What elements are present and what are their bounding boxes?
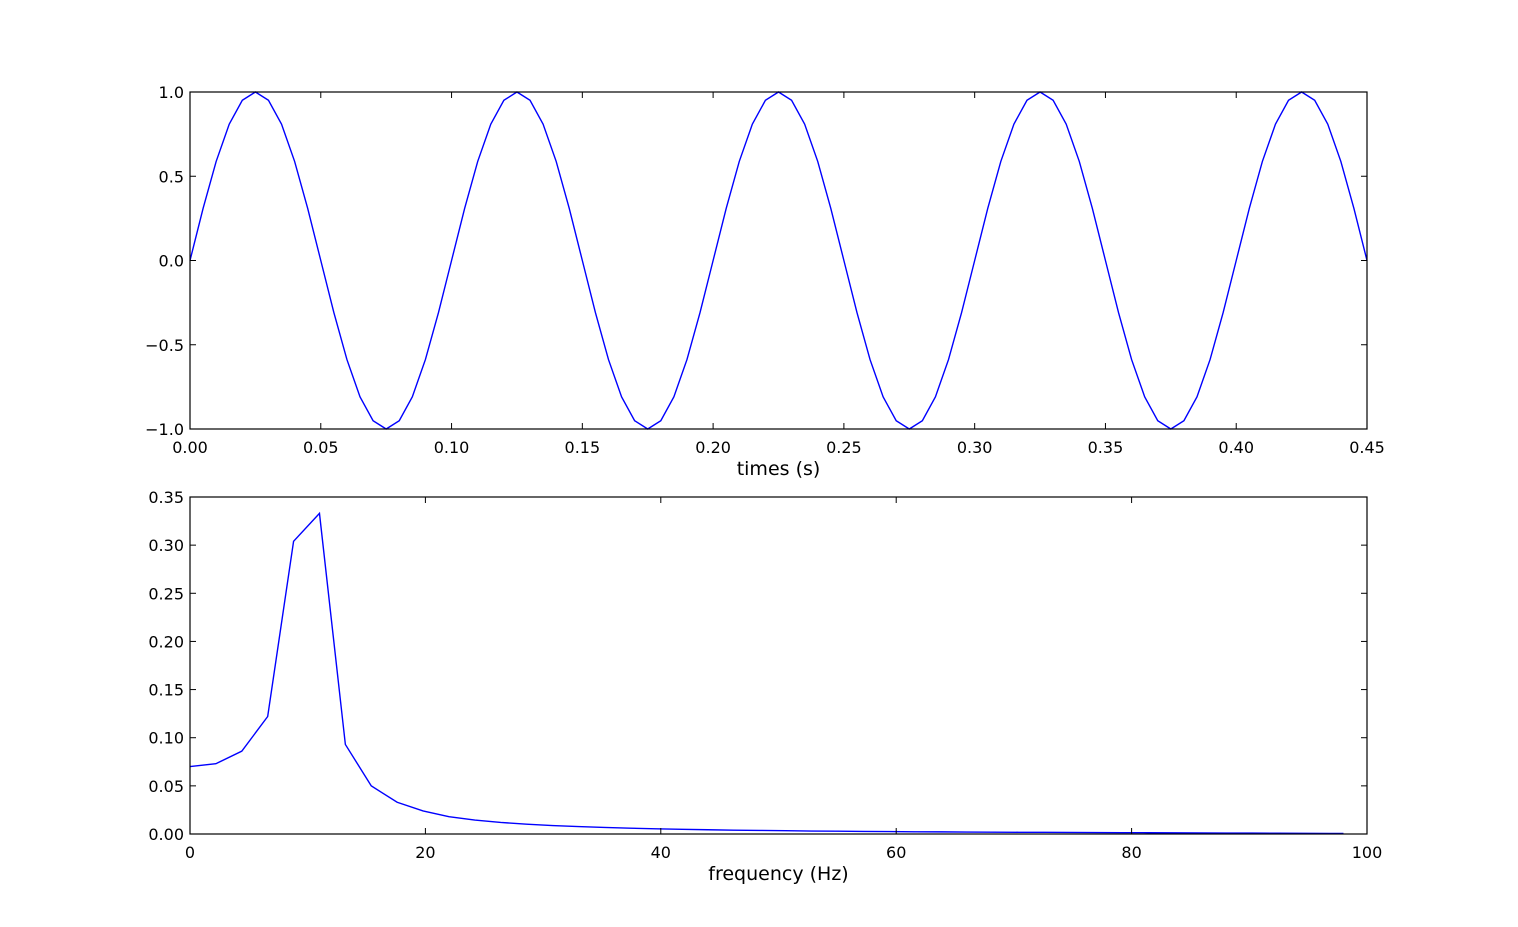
x-tick-label: 0.35 xyxy=(1088,438,1124,457)
y-tick-label: 1.0 xyxy=(159,83,184,102)
axes-frame xyxy=(189,91,1368,430)
x-tick-label: 80 xyxy=(1121,843,1141,862)
y-tick-label: −0.5 xyxy=(145,336,184,355)
y-tick-label: −1.0 xyxy=(145,420,184,439)
x-axis-label: frequency (Hz) xyxy=(708,863,848,885)
x-tick-label: 0.20 xyxy=(695,438,731,457)
x-tick-label: 60 xyxy=(886,843,906,862)
x-tick-label: 0.45 xyxy=(1349,438,1385,457)
y-tick-label: 0.35 xyxy=(148,488,184,507)
x-tick-label: 0.30 xyxy=(957,438,993,457)
time-domain-plot: 0.00 0.05 0.10 0.15 0.20 0.25 0.30 0.35 0.40 0.45… xyxy=(145,83,1385,480)
y-tick-label: 0.15 xyxy=(148,681,184,700)
y-tick-label: 0.0 xyxy=(159,252,184,271)
x-tick-label: 0.15 xyxy=(565,438,601,457)
x-axis-label: times (s) xyxy=(737,458,821,480)
y-tick-label: 0.25 xyxy=(148,584,184,603)
y-tick-label: 0.05 xyxy=(148,777,184,796)
x-tick-label: 0 xyxy=(185,843,195,862)
y-tick-label: 0.5 xyxy=(159,167,184,186)
y-tick-label: 0.10 xyxy=(148,729,184,748)
series-line-0 xyxy=(189,511,1344,835)
frequency-spectrum-plot: 0 20 40 60 80 100 0.35 0.30 0.25 0.20 0.15 0.10 0.05… xyxy=(148,488,1382,885)
x-tick-label: 0.00 xyxy=(172,438,208,457)
x-tick-label: 0.10 xyxy=(434,438,470,457)
x-tick-label: 0.40 xyxy=(1218,438,1254,457)
axes-frame xyxy=(189,496,1368,835)
x-tick-label: 40 xyxy=(651,843,671,862)
series-line-0 xyxy=(189,91,1368,430)
x-tick-label: 20 xyxy=(415,843,435,862)
x-tick-label: 100 xyxy=(1352,843,1383,862)
y-tick-label: 0.20 xyxy=(148,632,184,651)
x-tick-label: 0.25 xyxy=(826,438,862,457)
x-tick-label: 0.05 xyxy=(303,438,339,457)
y-tick-label: 0.00 xyxy=(148,825,184,844)
y-tick-label: 0.30 xyxy=(148,536,184,555)
